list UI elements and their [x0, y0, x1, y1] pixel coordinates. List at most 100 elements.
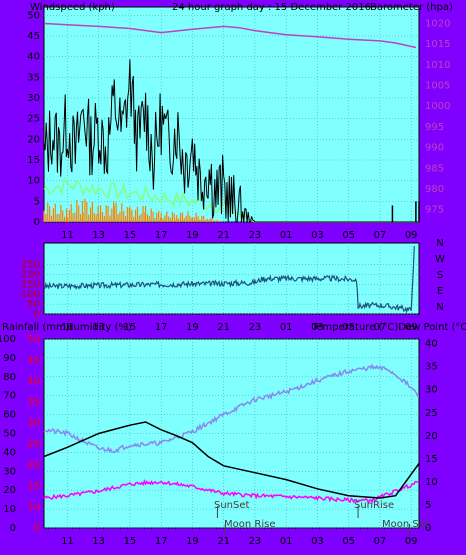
temperature-tick-label: 25 [425, 408, 438, 419]
pressure-tick-label: 1020 [425, 19, 450, 30]
humidity-axis-title: Humidity (%) [66, 322, 132, 333]
humidity-tick-label: 100 [0, 334, 16, 345]
rain-tick-label: 15 [27, 481, 40, 492]
wind-tick-label: 15 [27, 155, 40, 166]
x-tick-label: 19 [186, 230, 199, 241]
wind-tick-label: 40 [27, 52, 40, 63]
wind-tick-label: 50 [27, 10, 40, 21]
humidity-tick-label: 50 [3, 429, 16, 440]
x-tick-label: 05 [342, 230, 355, 241]
x-tick-label: 07 [374, 230, 387, 241]
x-tick-label: 09 [405, 536, 418, 547]
compass-label: N [436, 238, 443, 249]
x-tick-label: 11 [61, 230, 74, 241]
wind-tick-label: 20 [27, 134, 40, 145]
x-tick-label: 03 [311, 322, 324, 333]
sunrise-label: SunRise [354, 500, 394, 511]
wind-tick-label: 10 [27, 176, 40, 187]
pressure-tick-label: 1010 [425, 60, 450, 71]
x-tick-label: 23 [249, 230, 262, 241]
dewpoint-line [43, 479, 420, 504]
humidity-tick-label: 60 [3, 410, 16, 421]
x-tick-label: 01 [280, 536, 293, 547]
temperature-axis-title: Temperature (°C)Dew Point (°C) [311, 322, 466, 333]
pressure-tick-label: 990 [425, 143, 444, 154]
gust-line [43, 59, 419, 223]
x-tick-label: 15 [124, 536, 137, 547]
pressure-tick-label: 980 [425, 184, 444, 195]
x-tick-label: 17 [155, 322, 168, 333]
temperature-tick-label: 0 [425, 523, 431, 534]
x-tick-label: 23 [249, 322, 262, 333]
compass-label: E [437, 286, 443, 297]
rain-tick-label: 25 [27, 439, 40, 450]
x-tick-label: 07 [374, 322, 387, 333]
humidity-tick-label: 10 [3, 504, 16, 515]
wind-direction-line [43, 245, 415, 315]
x-tick-label: 03 [311, 536, 324, 547]
pressure-tick-label: 1005 [425, 81, 450, 92]
humidity-tick-label: 70 [3, 391, 16, 402]
direction-tick-label: 100 [21, 289, 40, 300]
compass-label: W [435, 254, 445, 265]
x-tick-label: 13 [92, 536, 105, 547]
wind-axis-title: Windspeed (kph) [30, 2, 115, 13]
direction-tick-label: 150 [21, 279, 40, 290]
temperature-line [43, 421, 420, 499]
direction-tick-label: 250 [21, 260, 40, 271]
humidity-tick-label: 30 [3, 466, 16, 477]
humidity-tick-label: 90 [3, 353, 16, 364]
humidity-tick-label: 40 [3, 447, 16, 458]
compass-label: N [436, 302, 443, 313]
wind-tick-label: 45 [27, 31, 40, 42]
temperature-tick-label: 20 [425, 431, 438, 442]
x-tick-label: 01 [280, 230, 293, 241]
x-tick-label: 13 [92, 230, 105, 241]
rain-tick-label: 0 [34, 523, 40, 534]
x-tick-label: 05 [342, 536, 355, 547]
x-tick-label: 03 [311, 230, 324, 241]
temperature-tick-label: 40 [425, 339, 438, 350]
humidity-tick-label: 20 [3, 485, 16, 496]
rain-tick-label: 50 [27, 334, 40, 345]
pressure-tick-label: 995 [425, 122, 444, 133]
x-tick-label: 15 [124, 230, 137, 241]
x-tick-label: 15 [124, 322, 137, 333]
x-tick-label: 09 [405, 322, 418, 333]
chart-title: 24 hour graph day : 15 December 2016 [172, 2, 371, 13]
moonset-label: Moon Set [382, 519, 429, 530]
pressure-tick-label: 1015 [425, 39, 450, 50]
x-tick-label: 13 [92, 322, 105, 333]
rainfall-axis-title: Rainfall (mm) [2, 322, 70, 333]
rain-tick-label: 10 [27, 502, 40, 513]
x-tick-label: 05 [342, 322, 355, 333]
moonrise-label: Moon Rise [224, 519, 275, 530]
humidity-tick-label: 80 [3, 372, 16, 383]
temperature-tick-label: 35 [425, 362, 438, 373]
wind-tick-label: 30 [27, 93, 40, 104]
x-tick-label: 17 [155, 230, 168, 241]
sunset-label: SunSet [214, 500, 250, 511]
x-tick-label: 07 [374, 536, 387, 547]
temperature-tick-label: 30 [425, 385, 438, 396]
direction-tick-label: 50 [27, 299, 40, 310]
humidity-tick-label: 0 [10, 523, 16, 534]
x-tick-label: 17 [155, 536, 168, 547]
x-tick-label: 01 [280, 322, 293, 333]
x-tick-label: 19 [186, 322, 199, 333]
wind-tick-label: 35 [27, 72, 40, 83]
x-tick-label: 19 [186, 536, 199, 547]
x-tick-label: 11 [61, 322, 74, 333]
x-tick-label: 21 [217, 230, 230, 241]
rain-tick-label: 40 [27, 376, 40, 387]
wind-tick-label: 5 [34, 196, 40, 207]
x-tick-label: 21 [217, 536, 230, 547]
temperature-tick-label: 15 [425, 454, 438, 465]
pressure-tick-label: 1000 [425, 101, 450, 112]
pressure-tick-label: 975 [425, 205, 444, 216]
wind-tick-label: 0 [34, 217, 40, 228]
pressure-tick-label: 985 [425, 163, 444, 174]
temperature-tick-label: 5 [425, 500, 431, 511]
